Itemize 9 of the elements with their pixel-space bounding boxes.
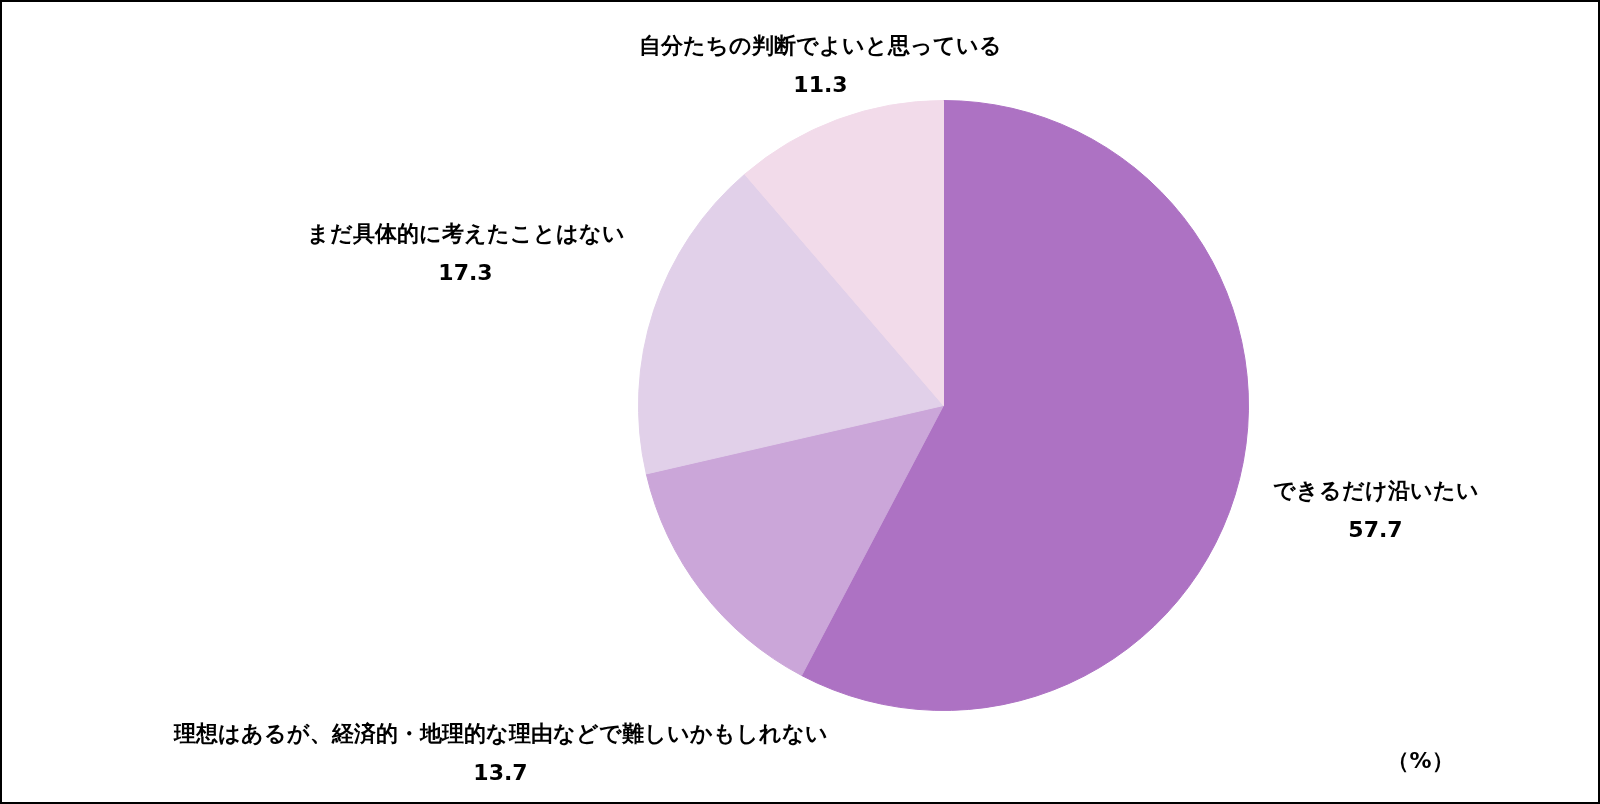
- slice-label: まだ具体的に考えたことはない: [306, 221, 625, 246]
- data-label: 57.7: [1348, 516, 1403, 542]
- slice-label: 理想はあるが、経済的・地理的な理由などで難しいかもしれない: [172, 721, 828, 746]
- data-label: 17.3: [438, 259, 493, 285]
- slice-label: できるだけ沿いたい: [1272, 478, 1479, 503]
- slice-label: 自分たちの判断でよいと思っている: [639, 33, 1002, 58]
- data-label: 11.3: [793, 71, 848, 97]
- data-label: 13.7: [473, 759, 528, 785]
- text: （%）: [1387, 748, 1454, 773]
